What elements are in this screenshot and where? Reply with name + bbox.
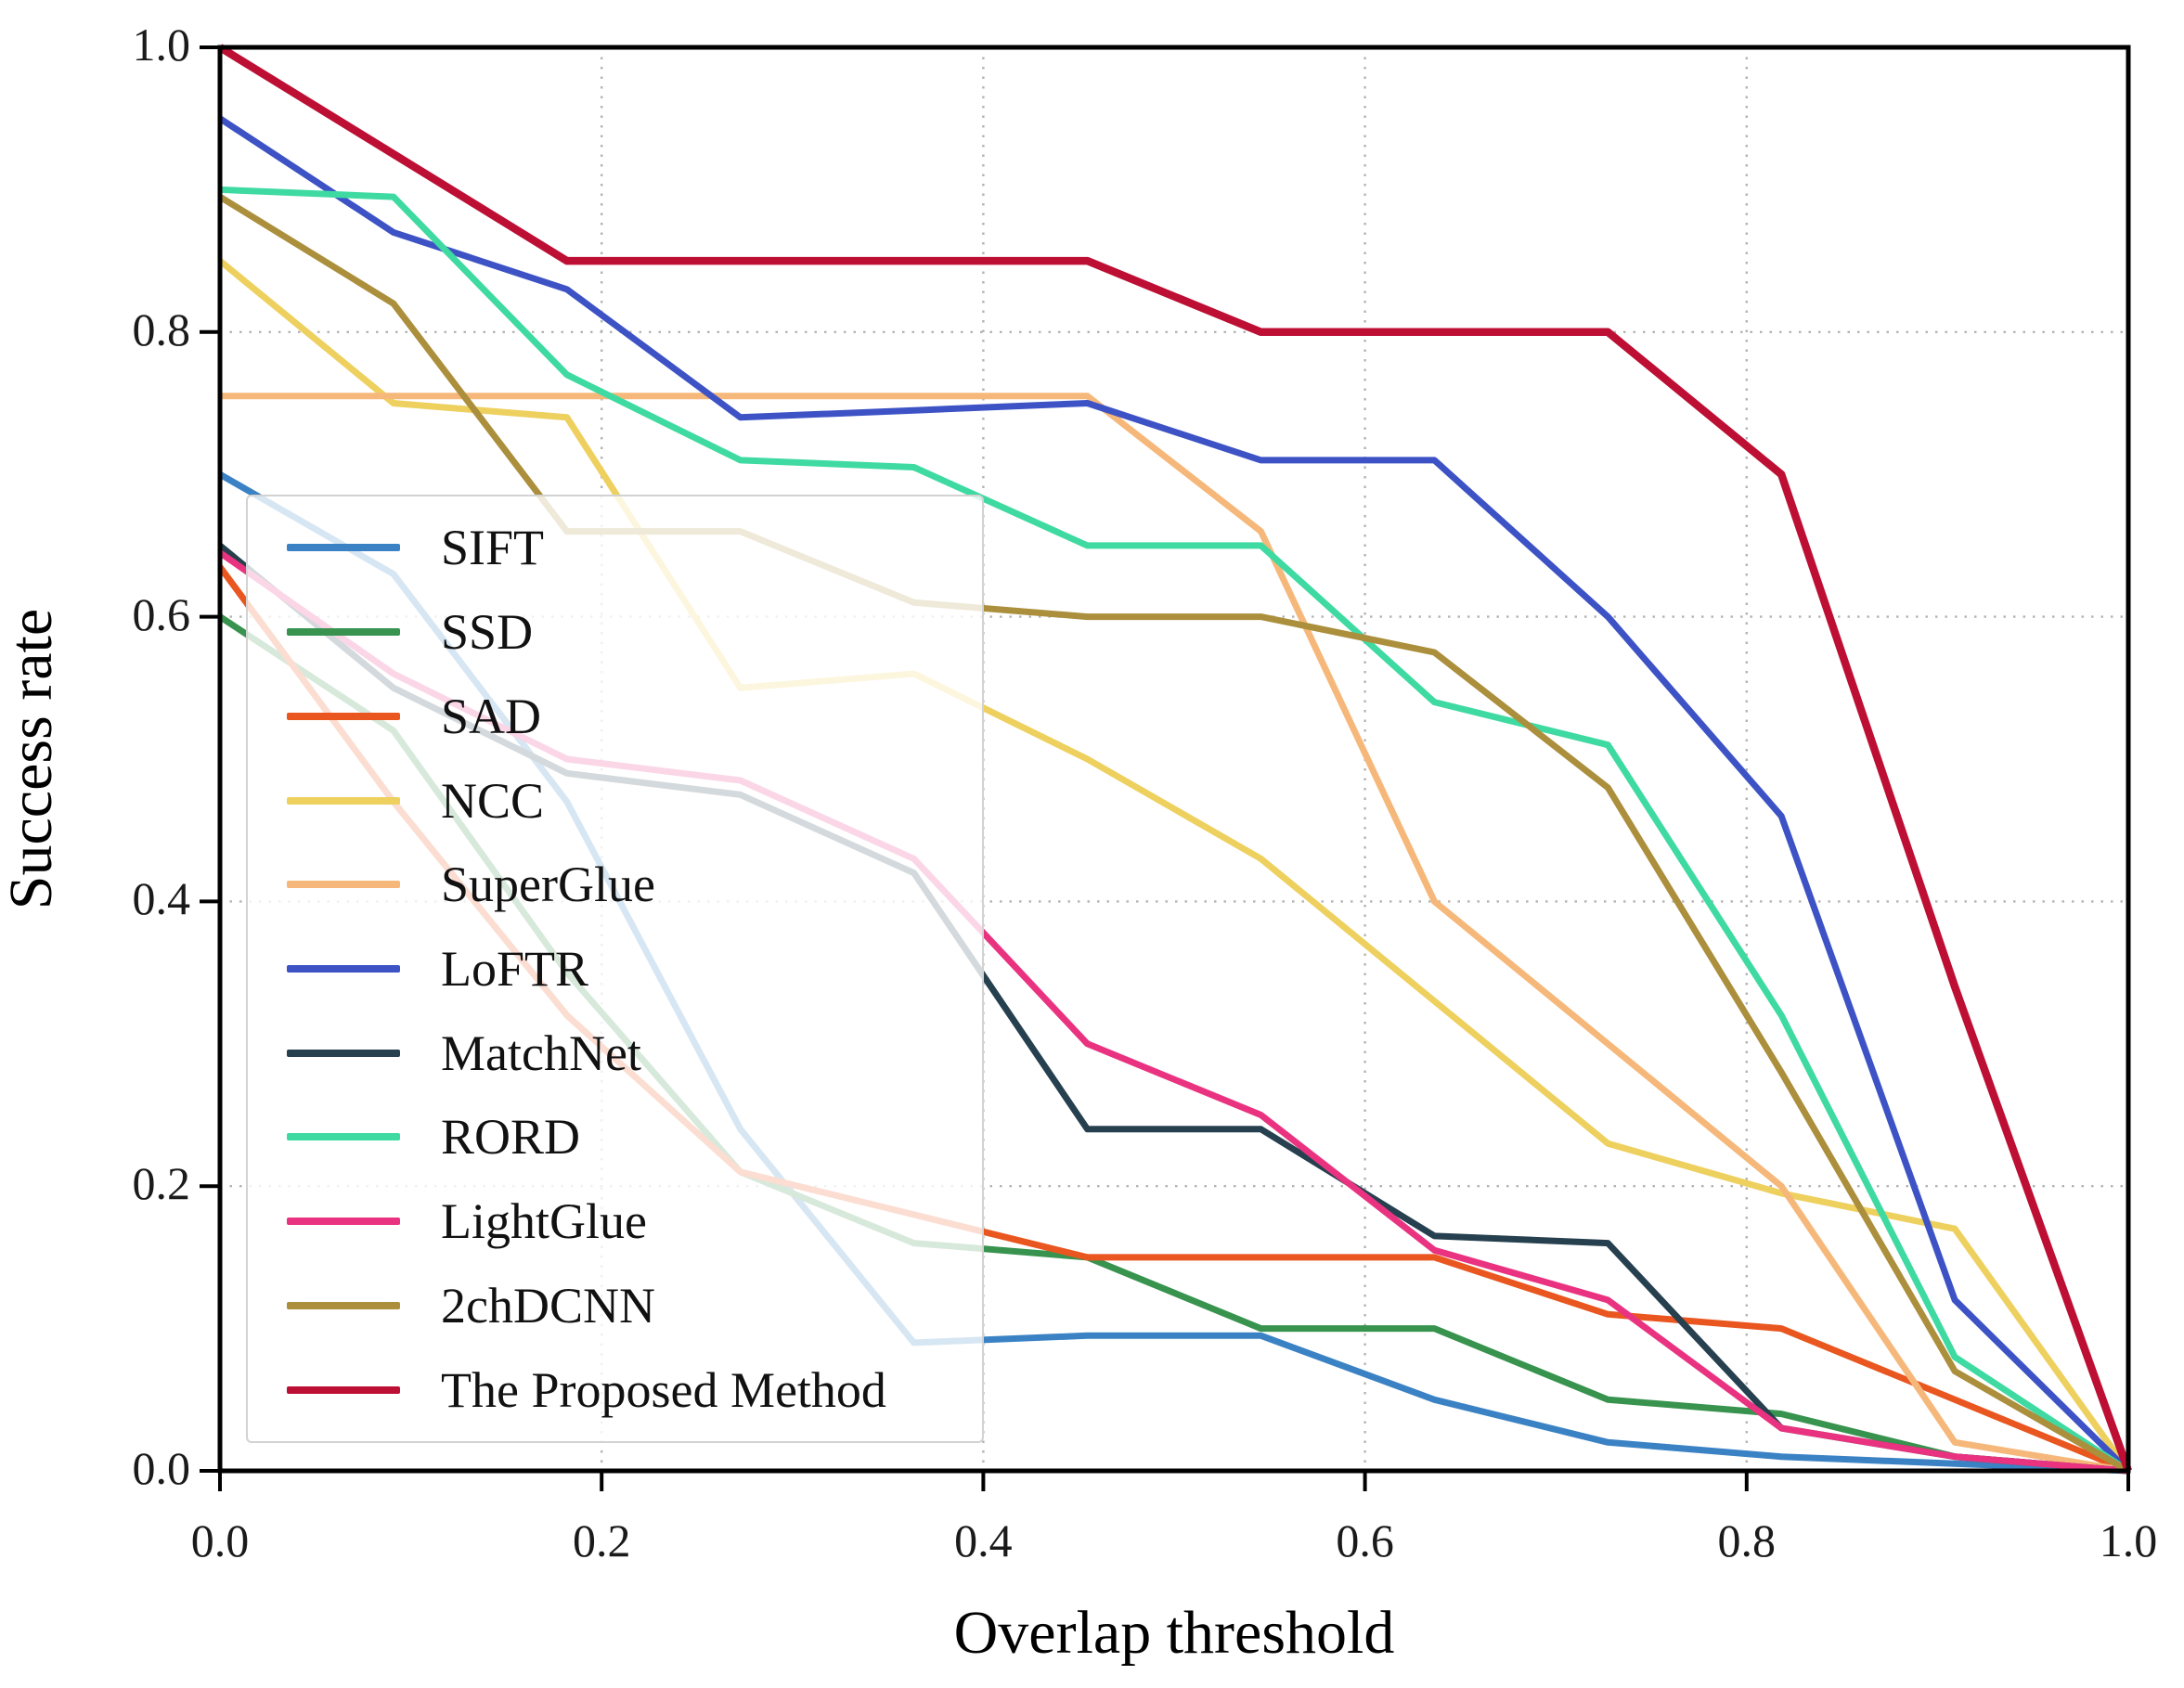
legend-label: SAD [441,688,542,744]
legend-label: 2chDCNN [441,1277,655,1334]
legend-swatch [287,628,400,637]
plot-border [217,45,2131,1474]
y-tick-label: 0.0 [132,1442,191,1494]
y-tick-label: 0.8 [132,303,191,355]
legend-label: LoFTR [441,940,589,997]
legend-item-loftr: LoFTR [248,930,982,1008]
legend-swatch [287,544,400,552]
axes-layer [200,45,2131,1491]
legend-item-rord: RORD [248,1098,982,1176]
legend-label: NCC [441,772,545,829]
legend-swatch [287,1218,400,1226]
legend-label: LightGlue [441,1193,647,1250]
legend-item-lightglue: LightGlue [248,1182,982,1260]
legend-item-the-proposed-method: The Proposed Method [248,1351,982,1429]
legend-item-sift: SIFT [248,509,982,586]
y-tick-label: 0.4 [132,872,191,925]
legend-label: SIFT [441,520,545,576]
legend-item-matchnet: MatchNet [248,1014,982,1092]
x-tick-label: 0.2 [572,1514,631,1566]
legend-item-superglue: SuperGlue [248,845,982,923]
legend-swatch [287,712,400,720]
legend-label: SuperGlue [441,857,655,913]
legend-label: The Proposed Method [441,1361,886,1418]
legend-swatch [287,964,400,973]
series-line-2chdcnn [218,194,2130,1475]
y-tick-label: 0.6 [132,587,191,640]
legend-label: MatchNet [441,1024,641,1081]
y-tick-label: 0.2 [132,1157,191,1210]
legend-item-2chdcnn: 2chDCNN [248,1267,982,1345]
legend-swatch [287,1385,400,1394]
series-line-superglue [220,393,2129,1475]
legend-label: RORD [441,1109,581,1166]
series-line-the-proposed-method [217,44,2133,1473]
series-layer [217,44,2133,1475]
x-tick-label: 0.4 [954,1514,1013,1566]
legend-swatch [287,1301,400,1309]
x-tick-label: 1.0 [2099,1514,2158,1566]
y-axis-label: Success rate [0,608,65,910]
legend-item-ncc: NCC [248,762,982,840]
series-line-ncc [217,258,2131,1474]
legend-item-sad: SAD [248,677,982,755]
legend-label: SSD [441,604,534,661]
legend-box: SIFT SSD SAD NCC SuperGlue LoFTR MatchNet RORD L… [246,495,984,1443]
series-line-loftr [218,115,2131,1474]
legend-swatch [287,796,400,805]
series-line-rord [219,186,2130,1474]
legend-swatch [287,1133,400,1141]
y-tick-label: 1.0 [132,19,191,71]
x-tick-label: 0.6 [1336,1514,1394,1566]
x-tick-label: 0.0 [190,1514,250,1566]
x-tick-label: 0.8 [1717,1514,1777,1566]
legend-swatch [287,881,400,889]
legend-item-ssd: SSD [248,593,982,671]
x-axis-label: Overlap threshold [953,1599,1395,1667]
legend-swatch [287,1049,400,1057]
